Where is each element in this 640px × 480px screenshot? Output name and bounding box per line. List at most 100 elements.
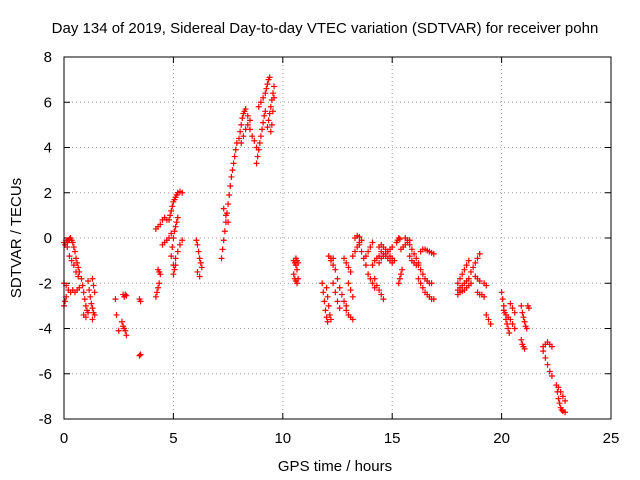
data-point xyxy=(168,253,175,260)
x-tick-label: 10 xyxy=(274,430,291,447)
data-point xyxy=(171,228,178,235)
data-point xyxy=(232,146,239,153)
data-point xyxy=(255,103,262,110)
data-point xyxy=(509,305,516,312)
data-point xyxy=(332,289,339,296)
data-point xyxy=(174,248,181,255)
data-point xyxy=(349,316,356,323)
data-point xyxy=(327,257,334,264)
data-point xyxy=(347,268,354,275)
data-point xyxy=(518,336,525,343)
chart-title: Day 134 of 2019, Sidereal Day-to-day VTE… xyxy=(52,20,599,37)
data-point xyxy=(118,318,125,325)
data-point xyxy=(349,293,356,300)
data-point xyxy=(322,307,329,314)
data-point xyxy=(330,262,337,269)
data-points xyxy=(61,74,569,416)
data-point xyxy=(260,119,267,126)
data-point xyxy=(327,316,334,323)
data-point xyxy=(413,255,420,262)
data-point xyxy=(465,275,472,282)
data-point xyxy=(137,351,144,358)
data-point xyxy=(349,253,356,260)
data-point xyxy=(198,264,205,271)
data-point xyxy=(343,307,350,314)
data-point xyxy=(89,316,96,323)
y-tick-label: 4 xyxy=(44,140,52,157)
data-point xyxy=(319,280,326,287)
data-point xyxy=(85,277,92,284)
data-point xyxy=(197,259,204,266)
data-point xyxy=(195,248,202,255)
data-point xyxy=(525,305,532,312)
data-point xyxy=(470,264,477,271)
y-tick-label: -6 xyxy=(39,366,52,383)
data-point xyxy=(519,309,526,316)
data-point xyxy=(399,266,406,273)
data-point xyxy=(406,253,413,260)
data-point xyxy=(362,253,369,260)
x-tick-label: 0 xyxy=(60,430,68,447)
data-point xyxy=(70,262,77,269)
data-point xyxy=(122,327,129,334)
y-tick-label: 6 xyxy=(44,94,52,111)
data-point xyxy=(74,259,81,266)
data-point xyxy=(419,284,426,291)
data-point xyxy=(408,246,415,253)
data-point xyxy=(220,237,227,244)
data-point xyxy=(498,289,505,296)
data-point xyxy=(334,275,341,282)
y-tick-label: -2 xyxy=(39,275,52,292)
data-point xyxy=(196,273,203,280)
data-point xyxy=(520,314,527,321)
data-point xyxy=(341,255,348,262)
data-point xyxy=(467,280,474,287)
data-point xyxy=(380,296,387,303)
data-point xyxy=(406,241,413,248)
data-point xyxy=(271,94,278,101)
data-point xyxy=(461,266,468,273)
data-point xyxy=(505,325,512,332)
data-point xyxy=(341,298,348,305)
data-point xyxy=(540,348,547,355)
data-point xyxy=(336,284,343,291)
x-tick-label: 20 xyxy=(493,430,510,447)
data-point xyxy=(263,85,270,92)
data-point xyxy=(229,167,236,174)
data-point xyxy=(268,121,275,128)
data-point xyxy=(155,284,162,291)
data-point xyxy=(225,219,232,226)
data-point xyxy=(352,248,359,255)
data-point xyxy=(64,244,71,251)
data-point xyxy=(378,291,385,298)
data-point xyxy=(415,262,422,269)
data-point xyxy=(69,239,76,246)
x-tick-label: 15 xyxy=(384,430,401,447)
data-point xyxy=(523,325,530,332)
data-point xyxy=(87,293,94,300)
data-point xyxy=(474,255,481,262)
data-point xyxy=(369,262,376,269)
data-point xyxy=(231,153,238,160)
data-point xyxy=(430,296,437,303)
data-point xyxy=(389,259,396,266)
data-point xyxy=(467,268,474,275)
data-point xyxy=(548,373,555,380)
data-point xyxy=(324,293,331,300)
data-point xyxy=(249,133,256,140)
data-point xyxy=(546,368,553,375)
data-point xyxy=(369,239,376,246)
data-point xyxy=(113,311,120,318)
data-point xyxy=(271,83,278,90)
data-point xyxy=(396,236,403,243)
data-point xyxy=(556,400,563,407)
data-point xyxy=(156,280,163,287)
data-point xyxy=(179,237,186,244)
x-tick-label: 25 xyxy=(603,430,620,447)
data-point xyxy=(511,309,518,316)
data-point xyxy=(262,108,269,115)
data-point xyxy=(511,325,518,332)
data-point xyxy=(294,280,301,287)
data-point xyxy=(219,246,226,253)
data-point xyxy=(562,409,569,416)
